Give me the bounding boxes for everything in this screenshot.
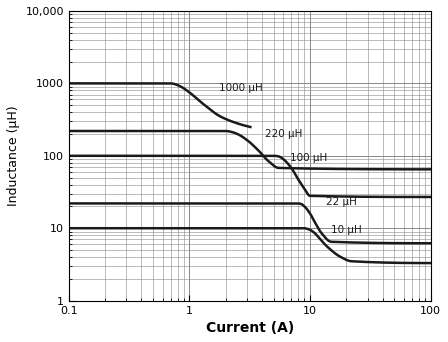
Y-axis label: Inductance (μH): Inductance (μH)	[7, 105, 20, 206]
Text: 22 μH: 22 μH	[326, 197, 357, 207]
Text: 220 μH: 220 μH	[265, 129, 302, 139]
Text: 10 μH: 10 μH	[331, 225, 362, 235]
Text: 100 μH: 100 μH	[290, 153, 327, 163]
Text: 1000 μH: 1000 μH	[219, 83, 263, 93]
X-axis label: Current (A): Current (A)	[206, 321, 294, 335]
